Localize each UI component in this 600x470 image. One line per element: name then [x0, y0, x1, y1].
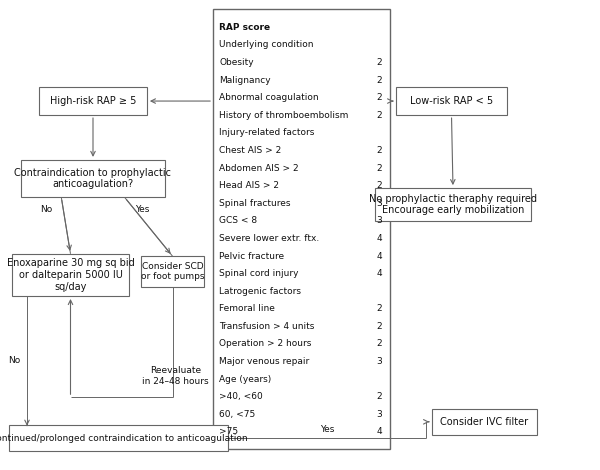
Text: Low-risk RAP < 5: Low-risk RAP < 5 — [410, 96, 493, 106]
Text: History of thromboembolism: History of thromboembolism — [219, 111, 349, 120]
Text: Spinal cord injury: Spinal cord injury — [219, 269, 299, 278]
Text: 3: 3 — [376, 357, 382, 366]
Text: 3: 3 — [376, 410, 382, 419]
FancyBboxPatch shape — [213, 9, 390, 449]
FancyBboxPatch shape — [432, 409, 537, 435]
Text: Chest AIS > 2: Chest AIS > 2 — [219, 146, 281, 155]
FancyBboxPatch shape — [396, 87, 507, 115]
Text: 4: 4 — [377, 234, 382, 243]
Text: Femoral line: Femoral line — [219, 304, 275, 313]
Text: 3: 3 — [376, 199, 382, 208]
Text: Consider SCD
or foot pumps: Consider SCD or foot pumps — [141, 262, 204, 281]
Text: 2: 2 — [377, 164, 382, 172]
Text: Obesity: Obesity — [219, 58, 254, 67]
Text: Abnormal coagulation: Abnormal coagulation — [219, 93, 319, 102]
Text: 4: 4 — [377, 251, 382, 260]
Text: High-risk RAP ≥ 5: High-risk RAP ≥ 5 — [50, 96, 136, 106]
Text: No prophylactic theraphy required
Encourage early mobilization: No prophylactic theraphy required Encour… — [369, 194, 537, 215]
Text: GCS < 8: GCS < 8 — [219, 216, 257, 225]
Text: Underlying condition: Underlying condition — [219, 40, 314, 49]
FancyBboxPatch shape — [39, 87, 147, 115]
Text: 2: 2 — [377, 146, 382, 155]
Text: Continued/prolonged contraindication to anticoagulation: Continued/prolonged contraindication to … — [0, 434, 247, 443]
FancyBboxPatch shape — [12, 254, 129, 296]
Text: 2: 2 — [377, 111, 382, 120]
Text: 2: 2 — [377, 58, 382, 67]
Text: 2: 2 — [377, 181, 382, 190]
Text: 2: 2 — [377, 322, 382, 331]
Text: Reevaluate
in 24–48 hours: Reevaluate in 24–48 hours — [142, 366, 209, 386]
Text: >75: >75 — [219, 427, 238, 436]
Text: Major venous repair: Major venous repair — [219, 357, 309, 366]
Text: Malignancy: Malignancy — [219, 76, 271, 85]
Text: 3: 3 — [376, 216, 382, 225]
Text: Transfusion > 4 units: Transfusion > 4 units — [219, 322, 314, 331]
Text: Contraindication to prophylactic
anticoagulation?: Contraindication to prophylactic anticoa… — [14, 168, 172, 189]
Text: Enoxaparine 30 mg sq bid
or dalteparin 5000 IU
sq/day: Enoxaparine 30 mg sq bid or dalteparin 5… — [7, 258, 134, 291]
Text: 4: 4 — [377, 269, 382, 278]
Text: Pelvic fracture: Pelvic fracture — [219, 251, 284, 260]
Text: 2: 2 — [377, 304, 382, 313]
Text: Injury-related factors: Injury-related factors — [219, 128, 314, 137]
Text: Operation > 2 hours: Operation > 2 hours — [219, 339, 311, 348]
Text: Severe lower extr. ftx.: Severe lower extr. ftx. — [219, 234, 319, 243]
FancyBboxPatch shape — [9, 425, 228, 451]
Text: Age (years): Age (years) — [219, 375, 271, 384]
Text: No: No — [40, 204, 52, 214]
Text: 4: 4 — [377, 427, 382, 436]
Text: 60, <75: 60, <75 — [219, 410, 255, 419]
Text: 2: 2 — [377, 76, 382, 85]
Text: Yes: Yes — [320, 425, 334, 434]
Text: >40, <60: >40, <60 — [219, 392, 263, 401]
Text: Consider IVC filter: Consider IVC filter — [440, 417, 529, 427]
Text: RAP score: RAP score — [219, 23, 270, 32]
FancyBboxPatch shape — [141, 256, 204, 287]
Text: 2: 2 — [377, 93, 382, 102]
Text: Yes: Yes — [136, 204, 150, 214]
Text: 2: 2 — [377, 392, 382, 401]
Text: No: No — [8, 356, 20, 365]
Text: Head AIS > 2: Head AIS > 2 — [219, 181, 279, 190]
Text: Spinal fractures: Spinal fractures — [219, 199, 290, 208]
Text: Abdomen AIS > 2: Abdomen AIS > 2 — [219, 164, 299, 172]
FancyBboxPatch shape — [375, 188, 531, 221]
Text: 2: 2 — [377, 339, 382, 348]
FancyBboxPatch shape — [21, 160, 165, 197]
Text: Latrogenic factors: Latrogenic factors — [219, 287, 301, 296]
